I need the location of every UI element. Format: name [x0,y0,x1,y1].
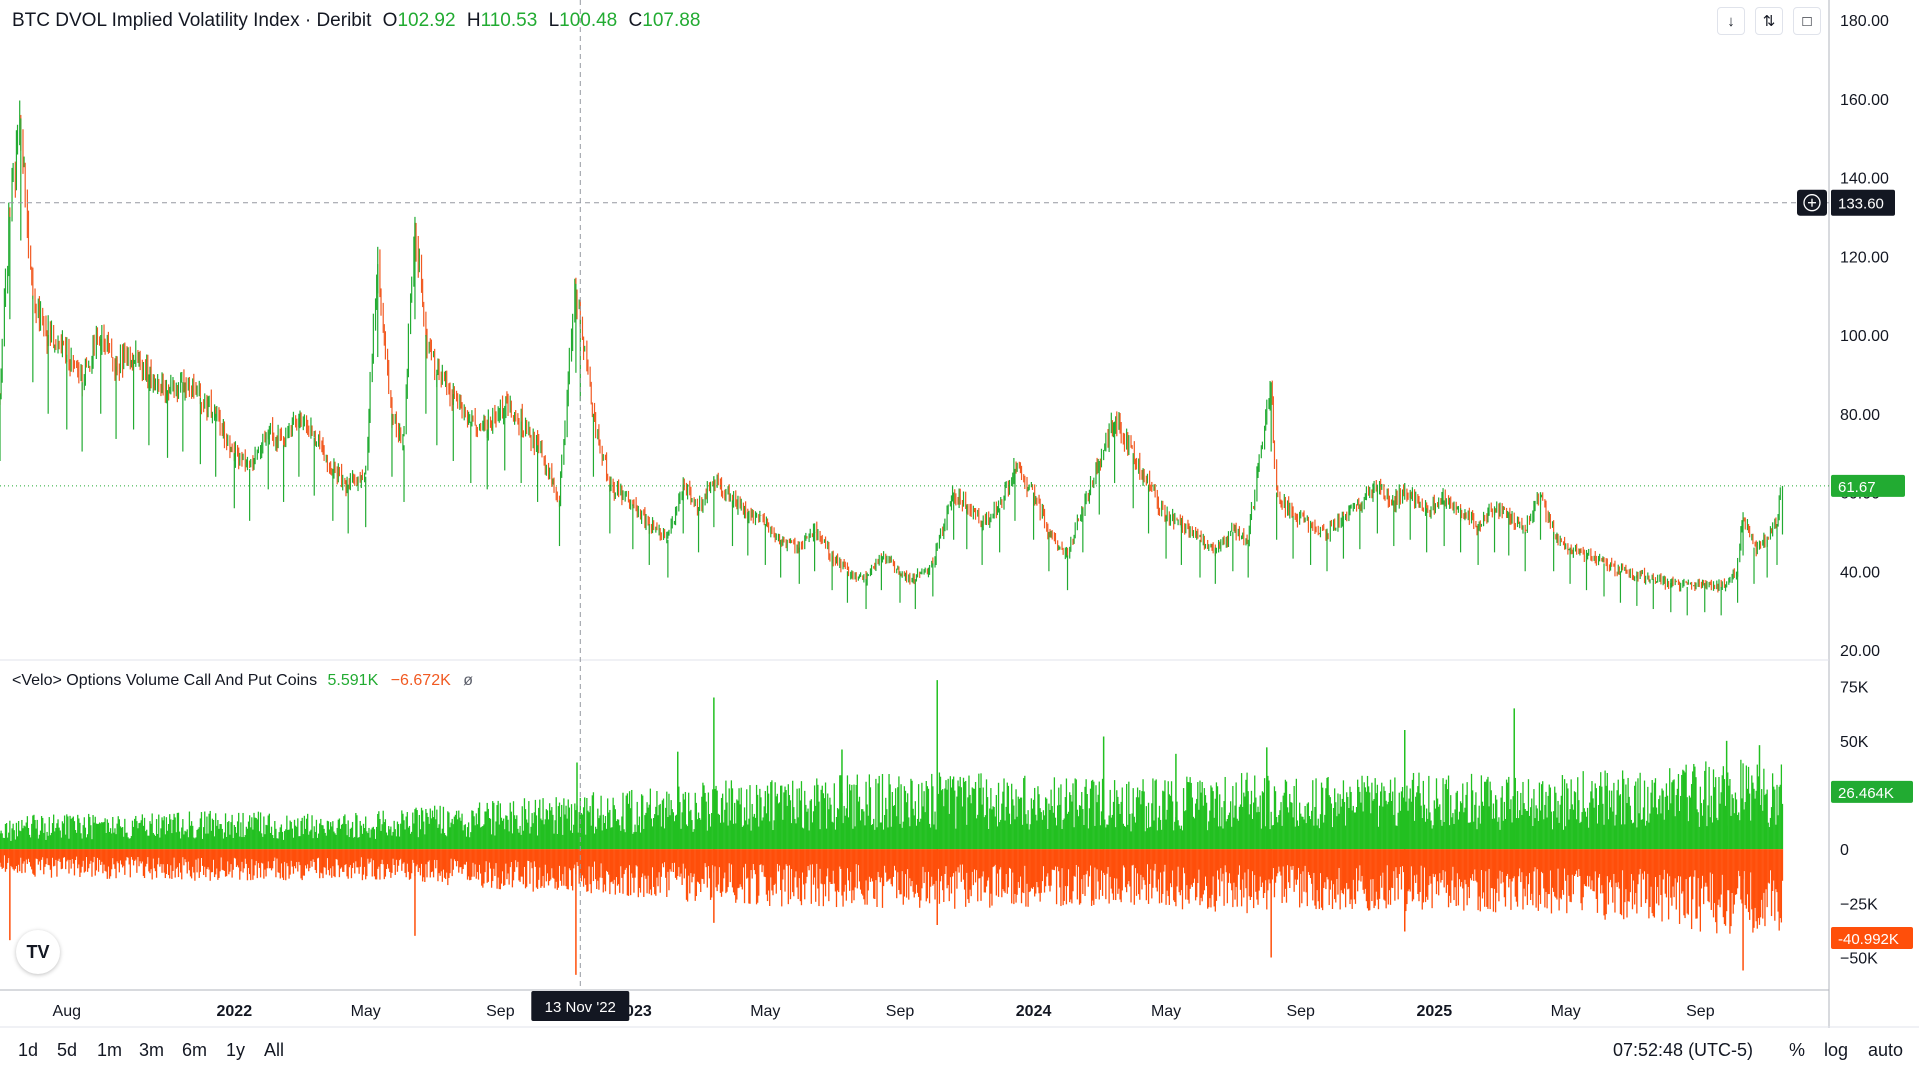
open-label: O [382,10,398,31]
range-3m[interactable]: 3m [139,1040,165,1060]
range-1d[interactable]: 1d [18,1040,39,1060]
volume-last-label: 26.464K [1838,785,1894,802]
time-tick-label: Sep [886,1003,915,1020]
price-tick-label: 40.00 [1840,564,1880,581]
close-label: C [628,10,643,31]
volume-tick-label: 75K [1840,680,1869,697]
range-6m[interactable]: 6m [182,1040,208,1060]
volume-last-badge [1831,926,1913,949]
price-tick-label: 120.00 [1840,249,1889,266]
range-all[interactable]: All [264,1040,285,1060]
volume-pane[interactable] [0,680,1784,975]
time-tick-label: Sep [486,1003,515,1020]
volume-last-label: -40.992K [1838,931,1899,948]
price-tick-label: 180.00 [1840,13,1889,30]
indicator-title[interactable]: <Velo> Options Volume Call And Put Coins [12,672,318,689]
arrow-down-icon[interactable]: ↓ [1717,7,1745,35]
crosshair-price-badge [1831,189,1895,216]
volume-tick-label: −50K [1840,951,1878,968]
logo-text: TV [26,941,50,962]
high-value: 110.53 [480,10,538,31]
timezone-clock[interactable]: 07:52:48 (UTC-5) [1613,1040,1754,1060]
call-volume-series[interactable] [0,680,1784,850]
volume-tick-label: 0 [1840,842,1849,859]
indicator-legend: <Velo> Options Volume Call And Put Coins… [12,672,473,690]
crosshair-time-badge [531,991,630,1021]
volume-tick-label: 50K [1840,734,1869,751]
time-tick-label: 2022 [217,1003,253,1020]
symbol-title[interactable]: BTC DVOL Implied Volatility Index · Deri… [12,10,372,31]
volume-last-badge [1831,780,1913,803]
time-tick-label: May [1551,1003,1581,1020]
price-series[interactable] [0,100,1784,616]
range-1y[interactable]: 1y [226,1040,246,1060]
close-value: 107.88 [642,10,701,31]
price-tick-label: 80.00 [1840,407,1880,424]
time-tick-label: May [750,1003,780,1020]
last-price-badge [1831,474,1905,497]
log-toggle[interactable]: log [1824,1040,1849,1060]
collapse-icon[interactable]: ⇅ [1755,7,1783,35]
time-tick-label: May [1151,1003,1181,1020]
open-value: 102.92 [397,10,456,31]
price-pane[interactable] [0,100,1784,616]
put-volume-series[interactable] [0,849,1784,975]
maximize-icon[interactable]: □ [1793,7,1821,35]
time-tick-label: 2024 [1016,1003,1052,1020]
volume-tick-label: −25K [1840,896,1878,913]
price-tick-label: 160.00 [1840,92,1889,109]
chart-legend: BTC DVOL Implied Volatility Index · Deri… [12,10,700,32]
price-tick-label: 100.00 [1840,328,1889,345]
tradingview-logo[interactable]: TV [16,930,60,974]
visibility-toggle-icon[interactable]: ø [463,672,473,689]
price-tick-label: 140.00 [1840,171,1889,188]
indicator-call-value: 5.591K [327,672,379,689]
last-price-label: 61.67 [1838,479,1876,496]
low-value: 100.48 [559,10,618,31]
plus-circle-icon [1803,194,1821,212]
crosshair-time-label: 13 Nov '22 [545,999,616,1016]
indicator-put-value: −6.672K [390,672,451,689]
high-label: H [466,10,481,31]
price-tick-label: 20.00 [1840,643,1880,660]
auto-toggle[interactable]: auto [1868,1040,1904,1060]
low-label: L [548,10,560,31]
range-5d[interactable]: 5d [57,1040,78,1060]
range-1m[interactable]: 1m [97,1040,123,1060]
percent-toggle[interactable]: % [1789,1040,1806,1060]
bottom-toolbar: 1d 5d 1m 3m 6m 1y All 07:52:48 (UTC-5) %… [0,1028,1919,1072]
time-tick-label: Sep [1686,1003,1715,1020]
time-tick-label: Aug [53,1003,81,1020]
time-tick-label: May [351,1003,381,1020]
time-tick-label: Sep [1286,1003,1315,1020]
crosshair-overlay: 61.67 26.464K -40.992K 133.60 13 Nov '22 [0,0,1913,1021]
time-tick-label: 2025 [1417,1003,1453,1020]
crosshair-price-label: 133.60 [1838,196,1884,213]
